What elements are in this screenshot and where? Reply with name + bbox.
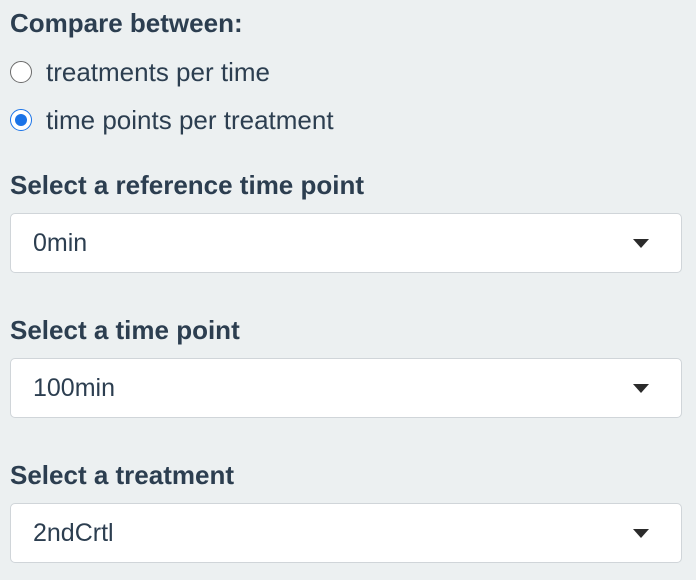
time-point-label: Select a time point <box>10 315 240 345</box>
time-point-select[interactable]: 100min <box>10 358 682 418</box>
radio-circle-icon[interactable] <box>10 61 32 83</box>
time-point-value: 100min <box>33 374 115 402</box>
radio-label-treatments-per-time[interactable]: treatments per time <box>46 57 270 87</box>
dropdown-caret-icon[interactable] <box>633 529 649 538</box>
dropdown-caret-icon[interactable] <box>633 384 649 393</box>
reference-time-point-select[interactable]: 0min <box>10 213 682 273</box>
dropdown-caret-icon[interactable] <box>633 239 649 248</box>
treatment-select[interactable]: 2ndCrtl <box>10 503 682 563</box>
radio-checked-icon[interactable] <box>10 109 32 131</box>
radio-treatments-per-time[interactable]: treatments per time <box>10 56 270 88</box>
treatment-label: Select a treatment <box>10 460 234 490</box>
compare-between-label: Compare between: <box>10 8 243 38</box>
treatment-value: 2ndCrtl <box>33 519 114 547</box>
radio-label-time-points-per-treatment[interactable]: time points per treatment <box>46 105 334 135</box>
radio-time-points-per-treatment[interactable]: time points per treatment <box>10 104 334 136</box>
reference-time-point-value: 0min <box>33 229 88 257</box>
reference-time-point-label: Select a reference time point <box>10 170 365 200</box>
